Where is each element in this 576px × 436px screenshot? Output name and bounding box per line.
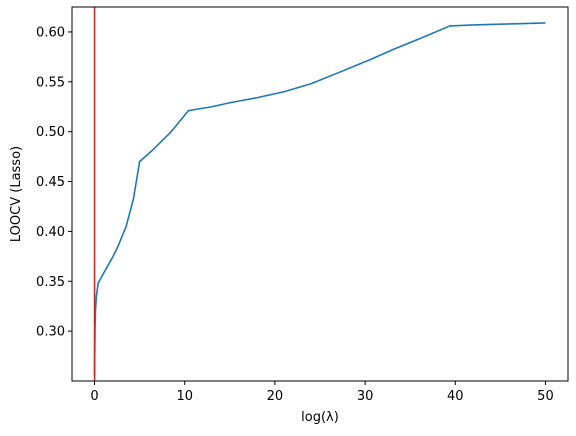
y-tick-label: 0.45 [36, 175, 65, 190]
x-axis-ticks: 0 10 20 30 40 50 [90, 381, 554, 404]
y-tick-label: 0.60 [36, 25, 65, 40]
x-axis-label: log(λ) [301, 410, 339, 425]
x-tick-label: 50 [537, 389, 554, 404]
y-axis-ticks: 0.30 0.35 0.40 0.45 0.50 0.55 0.60 [36, 25, 72, 340]
axes-frame [71, 6, 569, 382]
y-tick-label: 0.55 [36, 75, 65, 90]
x-tick-label: 30 [357, 389, 374, 404]
x-tick-label: 0 [90, 389, 98, 404]
y-tick-label: 0.40 [36, 225, 65, 240]
plot-area [93, 7, 546, 381]
y-tick-label: 0.35 [36, 275, 65, 290]
series-line-0 [93, 22, 546, 377]
x-tick-label: 20 [267, 389, 284, 404]
x-tick-label: 10 [176, 389, 193, 404]
y-axis-label: LOOCV (Lasso) [9, 146, 24, 242]
x-tick-label: 40 [447, 389, 464, 404]
y-tick-label: 0.50 [36, 125, 65, 140]
y-tick-label: 0.30 [36, 325, 65, 340]
